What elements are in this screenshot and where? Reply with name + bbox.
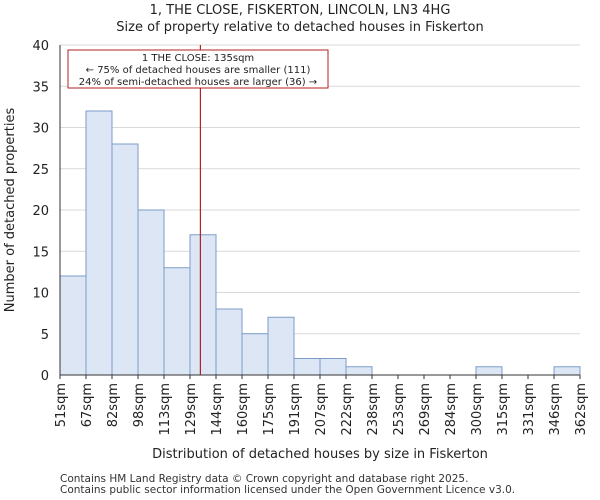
footer-line-2: Contains public sector information licen… [60,484,516,496]
x-tick-label: 346sqm [548,383,563,436]
x-tick-label: 269sqm [418,383,433,436]
x-tick-label: 191sqm [288,383,303,436]
annotation-line-3: 24% of semi-detached houses are larger (… [79,77,317,88]
x-tick-label: 144sqm [210,383,225,436]
x-tick-label: 238sqm [366,383,381,436]
histogram-bar [215,308,243,376]
histogram-bar [163,267,191,376]
histogram-bar [241,333,269,376]
x-tick-label: 362sqm [574,383,589,436]
x-tick-label: 331sqm [522,383,537,436]
x-tick-label: 160sqm [236,383,251,436]
histogram-bar [85,110,113,376]
histogram-bar [345,366,373,376]
histogram-bar [111,143,139,376]
histogram-bar [553,366,581,376]
histogram-chart: 0 5 10 15 20 25 30 35 40 51sqm 67sqm 82sqm 98sqm 113s… [3,39,589,462]
histogram-bar [319,358,347,376]
y-tick-label: 0 [41,369,49,384]
footer-line-1: Contains HM Land Registry data © Crown c… [60,473,469,485]
histogram-bar [137,209,165,376]
x-tick-label: 300sqm [470,383,485,436]
histogram-bar [59,275,87,376]
y-tick-label: 10 [32,287,49,302]
x-tick-label: 67sqm [80,383,95,427]
y-axis-label: Number of detached properties [3,108,18,313]
y-tick-label: 35 [32,80,49,95]
x-tick-label: 315sqm [496,383,511,436]
y-tick-label: 30 [32,122,49,137]
x-tick-label: 253sqm [392,383,407,436]
y-tick-label: 40 [32,39,49,54]
annotation-box [67,49,329,89]
x-axis-label: Distribution of detached houses by size … [152,447,488,462]
y-tick-label: 5 [41,328,49,343]
x-tick-label: 284sqm [444,383,459,436]
x-tick-label: 82sqm [106,383,121,427]
annotation-line-1: 1 THE CLOSE: 135sqm [142,53,254,64]
y-tick-label: 15 [32,245,49,260]
x-tick-label: 207sqm [314,383,329,436]
chart-title: 1, THE CLOSE, FISKERTON, LINCOLN, LN3 4H… [149,3,451,18]
y-tick-label: 25 [32,163,49,178]
annotation-line-2: ← 75% of detached houses are smaller (11… [86,65,311,76]
x-tick-label: 175sqm [262,383,277,436]
chart-subtitle: Size of property relative to detached ho… [116,20,484,35]
x-tick-label: 222sqm [340,383,355,436]
y-tick-label: 20 [32,204,49,219]
histogram-bar [475,366,503,376]
x-tick-label: 98sqm [132,383,147,427]
histogram-bar [293,358,321,376]
histogram-bar [267,316,295,376]
x-tick-label: 129sqm [184,383,199,436]
histogram-bar [189,234,217,376]
x-tick-label: 113sqm [158,383,173,436]
x-tick-label: 51sqm [54,383,69,427]
